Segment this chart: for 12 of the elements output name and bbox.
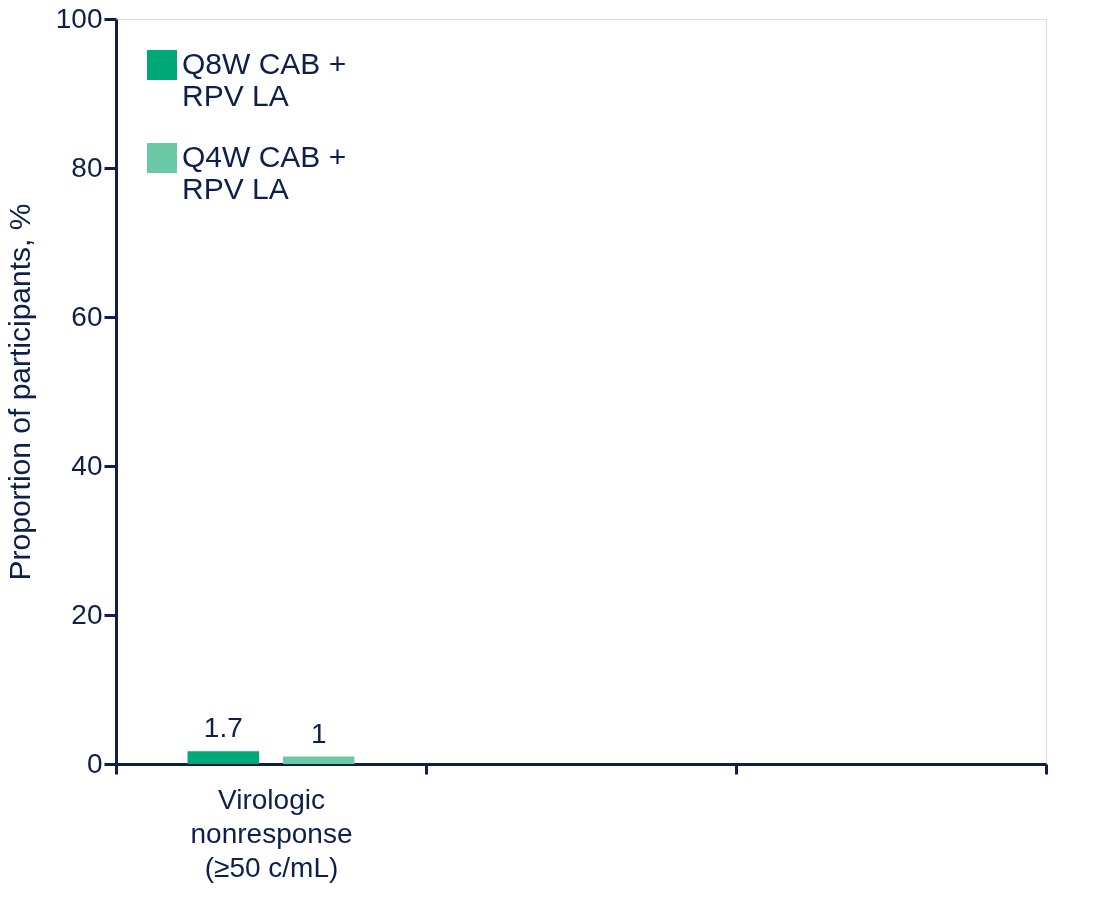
y-tick-label: 40 bbox=[71, 449, 103, 481]
legend-label: Q8W CAB + RPV LA bbox=[182, 47, 347, 112]
data-label: 1 bbox=[310, 717, 327, 749]
legend-label: Q4W CAB + RPV LA bbox=[182, 140, 347, 205]
y-tick-label: 80 bbox=[71, 151, 103, 183]
y-tick-label: 60 bbox=[71, 300, 103, 332]
y-axis-title: Proportion of participants, % bbox=[2, 203, 36, 581]
data-label: 1.7 bbox=[203, 712, 243, 744]
x-tick-label: Virologic nonresponse (≥50 c/mL) bbox=[190, 783, 353, 883]
y-tick-label: 100 bbox=[55, 2, 103, 34]
y-tick-label: 20 bbox=[71, 598, 103, 630]
y-tick-label: 0 bbox=[86, 747, 103, 779]
